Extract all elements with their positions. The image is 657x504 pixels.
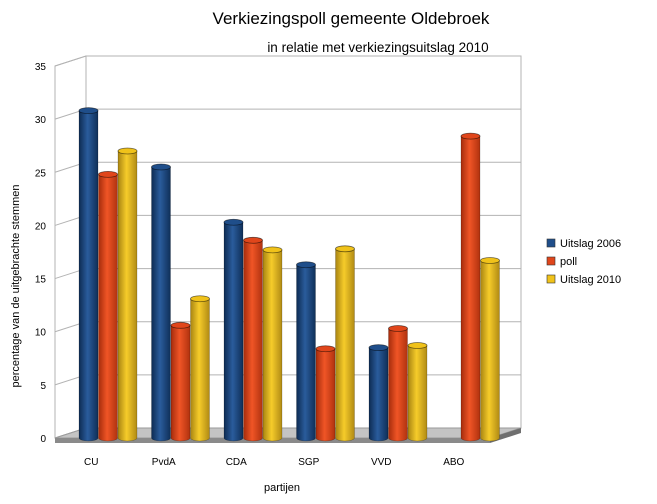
x-tick-label: VVD	[371, 457, 392, 468]
legend-swatch	[546, 238, 556, 248]
bar-cap	[117, 147, 138, 155]
bar-body	[335, 248, 355, 442]
bar	[243, 236, 263, 442]
bars	[78, 107, 500, 442]
bar-body	[98, 174, 118, 442]
bar	[190, 295, 210, 442]
bar-body	[388, 328, 408, 442]
bar-cap	[262, 246, 283, 254]
bar	[388, 325, 408, 442]
legend-label: Uitslag 2010	[560, 274, 621, 286]
x-tick-label: CU	[84, 457, 98, 468]
bar	[480, 257, 500, 442]
legend: Uitslag 2006 poll Uitslag 2010	[546, 238, 621, 286]
legend-label: poll	[560, 256, 577, 268]
bar-cap	[78, 107, 99, 115]
bar	[315, 345, 336, 442]
x-tick-label: ABO	[443, 457, 464, 468]
bar-body	[296, 264, 316, 442]
bar-cap	[388, 325, 408, 332]
legend-label: Uitslag 2006	[560, 238, 621, 250]
legend-swatch	[546, 256, 556, 266]
bar-cap	[170, 321, 191, 329]
bar-cap	[243, 236, 263, 244]
bar	[223, 218, 244, 442]
y-tick-label: 0	[40, 434, 46, 445]
bar-body	[368, 347, 389, 442]
bar-cap	[335, 245, 355, 253]
bar	[460, 132, 481, 442]
x-tick-label: CDA	[226, 457, 247, 468]
bar	[407, 342, 428, 442]
bar	[98, 171, 118, 442]
chart-title: Verkiezingspoll gemeente Oldebroek	[213, 9, 490, 28]
legend-swatch	[546, 274, 556, 284]
bar-body	[151, 166, 171, 442]
bar-cap	[368, 344, 389, 352]
y-tick-label: 30	[35, 115, 47, 126]
bar	[335, 245, 355, 442]
bar	[78, 107, 99, 442]
legend-item: Uitslag 2006	[546, 238, 621, 250]
bar-body	[480, 260, 500, 442]
y-tick-label: 25	[35, 168, 47, 179]
bar-body	[190, 298, 210, 442]
bar	[368, 344, 389, 442]
y-tick-label: 15	[35, 275, 47, 286]
y-tick-label: 10	[35, 328, 47, 339]
bar-body	[460, 135, 481, 442]
legend-item: poll	[546, 256, 577, 268]
y-tick-labels: 0 5 10 15 20 25 30 35	[35, 62, 47, 445]
x-tick-label: SGP	[298, 457, 319, 468]
bar	[151, 163, 171, 442]
bar	[262, 246, 283, 442]
y-tick-label: 20	[35, 221, 47, 232]
y-axis-label: percentage van de uitgebrachte stemmen	[10, 184, 22, 387]
bar-body	[223, 221, 244, 442]
y-tick-label: 35	[35, 62, 47, 73]
bar-body	[407, 345, 428, 442]
bar	[296, 261, 316, 442]
bar-body	[243, 240, 263, 442]
x-tick-labels: CU PvdA CDA SGP VVD ABO	[84, 457, 465, 468]
y-tick-label: 5	[40, 381, 46, 392]
bar-cap	[407, 342, 428, 349]
legend-item: Uitslag 2010	[546, 274, 621, 286]
bar-body	[315, 348, 336, 442]
bar-cap	[223, 218, 244, 226]
bar-body	[117, 150, 138, 442]
chart-subtitle: in relatie met verkiezingsuitslag 2010	[267, 40, 488, 55]
bar-cap	[98, 171, 118, 178]
bar-body	[170, 325, 191, 442]
gridline	[54, 55, 521, 67]
bar-body	[262, 249, 283, 442]
bar	[117, 147, 138, 442]
x-tick-label: PvdA	[152, 457, 176, 468]
bar-body	[78, 110, 99, 442]
x-axis-label: partijen	[264, 482, 300, 494]
bar	[170, 321, 191, 442]
bar-cap	[480, 257, 500, 264]
bar-cap	[151, 163, 171, 171]
bar-cap	[190, 295, 210, 303]
bar-cap	[296, 261, 316, 269]
bar-cap	[315, 345, 336, 353]
bar-cap	[460, 132, 481, 140]
